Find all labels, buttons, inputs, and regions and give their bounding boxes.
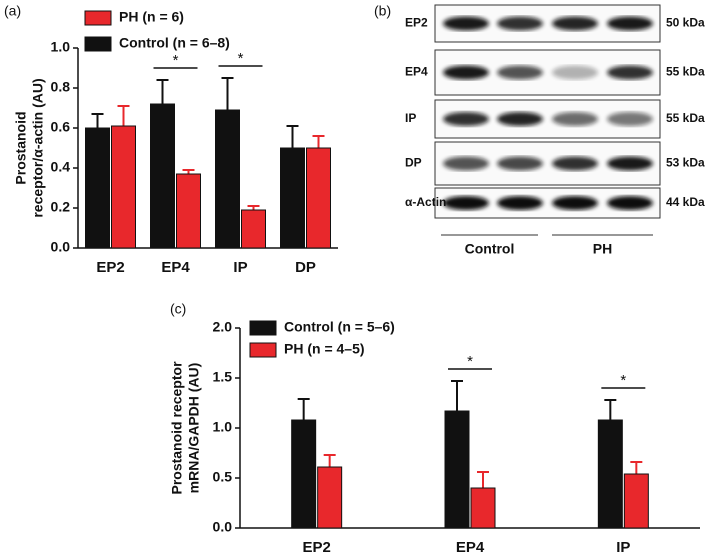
legend-label: PH (n = 4–5) bbox=[284, 341, 365, 357]
y-tick-label: 2.0 bbox=[213, 319, 233, 335]
legend-swatch bbox=[84, 10, 112, 26]
blot-row-label: IP bbox=[405, 111, 416, 125]
blot-row-label: EP4 bbox=[405, 65, 428, 79]
blot-size-label: 55 kDa bbox=[666, 111, 705, 125]
blot-band bbox=[607, 65, 653, 80]
blot-band bbox=[607, 16, 653, 31]
bar bbox=[470, 487, 496, 529]
y-axis-label: receptor/α-actin (AU) bbox=[30, 78, 46, 217]
blot-band bbox=[552, 16, 598, 31]
y-axis-label: mRNA/GAPDH (AU) bbox=[186, 363, 202, 494]
legend-swatch bbox=[249, 320, 277, 336]
bar bbox=[85, 127, 110, 249]
western-blot: (b) EP2 50 kDa EP4 55 kDa IP 55 kDa DP 53 kDa α-A… bbox=[374, 3, 705, 257]
blot-size-label: 53 kDa bbox=[666, 156, 705, 170]
bar bbox=[623, 473, 649, 529]
y-tick-label: 1.5 bbox=[213, 369, 233, 385]
legend-swatch bbox=[249, 342, 277, 358]
y-tick-label: 0.6 bbox=[51, 119, 71, 135]
blot-band bbox=[607, 156, 653, 171]
y-tick-label: 0.5 bbox=[213, 469, 233, 485]
group-label: Control bbox=[465, 241, 515, 257]
y-tick-label: 0.0 bbox=[213, 519, 233, 535]
blot-band bbox=[443, 196, 489, 210]
panel-label: (b) bbox=[374, 3, 391, 19]
legend-swatch bbox=[84, 36, 112, 52]
significance-label: * bbox=[620, 372, 626, 389]
blot-band bbox=[552, 112, 598, 126]
blot-band bbox=[607, 196, 653, 210]
y-tick-label: 0.2 bbox=[51, 199, 71, 215]
y-tick-label: 0.0 bbox=[51, 239, 71, 255]
bar bbox=[215, 109, 240, 249]
x-tick-label: DP bbox=[295, 259, 316, 276]
legend-label: Control (n = 5–6) bbox=[284, 319, 395, 335]
bar bbox=[597, 419, 623, 529]
blot-band bbox=[443, 65, 489, 80]
x-tick-label: IP bbox=[233, 259, 247, 276]
blot-band bbox=[443, 112, 489, 126]
blot-band bbox=[497, 112, 543, 126]
blot-size-label: 55 kDa bbox=[666, 65, 705, 79]
significance-label: * bbox=[173, 52, 179, 69]
x-tick-label: EP2 bbox=[302, 539, 330, 556]
bar bbox=[444, 410, 470, 529]
bar bbox=[306, 147, 331, 249]
bar bbox=[150, 103, 175, 249]
x-tick-label: IP bbox=[616, 539, 630, 556]
panel-label: (c) bbox=[170, 301, 186, 317]
panel-label: (a) bbox=[4, 3, 21, 19]
legend-label: Control (n = 6–8) bbox=[119, 35, 230, 51]
blot-band bbox=[443, 16, 489, 31]
group-label: PH bbox=[593, 241, 612, 257]
y-axis-label: Prostanoid bbox=[13, 111, 29, 184]
bar bbox=[291, 419, 317, 529]
bar bbox=[280, 147, 305, 249]
bar bbox=[176, 173, 201, 249]
x-tick-label: EP4 bbox=[161, 259, 190, 276]
blot-size-label: 50 kDa bbox=[666, 16, 705, 30]
blot-band bbox=[552, 196, 598, 210]
y-tick-label: 0.8 bbox=[51, 79, 71, 95]
x-tick-label: EP2 bbox=[96, 259, 124, 276]
y-tick-label: 1.0 bbox=[213, 419, 233, 435]
significance-label: * bbox=[467, 353, 473, 370]
bar bbox=[241, 209, 266, 249]
blot-band bbox=[497, 156, 543, 171]
y-tick-label: 0.4 bbox=[51, 159, 71, 175]
blot-band bbox=[552, 156, 598, 171]
blot-row-label: DP bbox=[405, 156, 422, 170]
blot-size-label: 44 kDa bbox=[666, 195, 705, 209]
x-tick-label: EP4 bbox=[456, 539, 485, 556]
blot-band bbox=[443, 156, 489, 171]
y-tick-label: 1.0 bbox=[51, 39, 71, 55]
blot-band bbox=[552, 65, 598, 80]
blot-row-label: α-Actin bbox=[405, 195, 446, 209]
blot-band bbox=[497, 196, 543, 210]
blot-band bbox=[607, 112, 653, 126]
blot-band bbox=[497, 65, 543, 80]
blot-row-label: EP2 bbox=[405, 16, 428, 30]
significance-label: * bbox=[238, 50, 244, 67]
blot-band bbox=[497, 16, 543, 31]
legend-label: PH (n = 6) bbox=[119, 9, 184, 25]
bar bbox=[111, 125, 136, 249]
y-axis-label: Prostanoid receptor bbox=[169, 361, 185, 495]
bar bbox=[317, 466, 343, 529]
